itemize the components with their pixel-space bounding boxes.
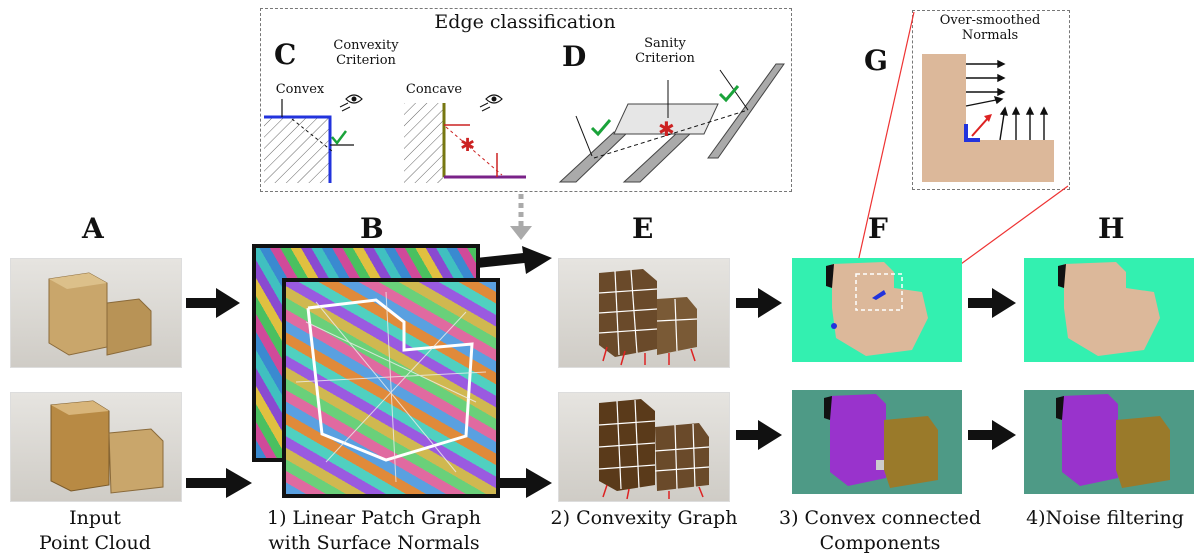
filtered-top — [1024, 258, 1194, 362]
sanity-criterion-sketch: ✱ — [558, 63, 785, 183]
label-a: A — [82, 212, 104, 245]
label-g: G — [864, 44, 888, 77]
over-smoothed-normals-title: Over-smoothed Normals — [939, 13, 1041, 43]
label-c: C — [274, 38, 297, 71]
patch-graph-front — [282, 278, 500, 498]
convexity-criterion-label: Convexity Criterion — [333, 38, 399, 68]
components-bottom-shape — [824, 394, 938, 488]
concave-sketch: ✱ — [404, 94, 526, 183]
convexity-graph-top-grid — [598, 269, 698, 366]
wooden-block-bottom — [50, 400, 164, 494]
caption-convexity-graph: 2) Convexity Graph — [550, 507, 738, 529]
edge-classification-title: Edge classification — [434, 11, 616, 33]
convexity-graph-bottom-grid — [598, 399, 710, 500]
label-h: H — [1098, 212, 1125, 245]
components-bottom — [792, 390, 962, 494]
caption-noise-filtering: 4)Noise filtering — [1026, 507, 1184, 529]
svg-text:✱: ✱ — [658, 117, 675, 141]
caption-convex-connected-components: 3) Convex connected Components — [779, 507, 981, 554]
concave-label: Concave — [405, 82, 463, 97]
sanity-criterion-label: Sanity Criterion — [635, 36, 695, 66]
input-photo-top — [10, 258, 182, 368]
wooden-block-top — [48, 272, 152, 356]
label-b: B — [360, 212, 384, 245]
components-top-shape — [826, 262, 928, 356]
svg-text:✱: ✱ — [460, 135, 475, 156]
label-d: D — [562, 40, 587, 73]
input-photo-bottom — [10, 392, 182, 502]
caption-input-point-cloud: Input Point Cloud — [39, 507, 151, 554]
over-smoothed-normals-sketch — [922, 54, 1054, 182]
label-f: F — [868, 212, 888, 245]
convex-sketch — [264, 94, 363, 183]
patch-outline — [295, 291, 487, 483]
convexity-graph-top — [558, 258, 730, 368]
label-e: E — [632, 212, 654, 245]
filtered-bottom-shape — [1056, 394, 1170, 488]
filtered-top-shape — [1058, 262, 1160, 356]
convexity-graph-bottom — [558, 392, 730, 502]
edge-classification-panel — [260, 8, 792, 192]
filtered-bottom — [1024, 390, 1194, 494]
caption-linear-patch-graph: 1) Linear Patch Graph with Surface Norma… — [267, 507, 481, 554]
dashed-down-arrow — [510, 194, 532, 240]
convex-label: Convex — [275, 82, 325, 97]
components-top — [792, 258, 962, 362]
